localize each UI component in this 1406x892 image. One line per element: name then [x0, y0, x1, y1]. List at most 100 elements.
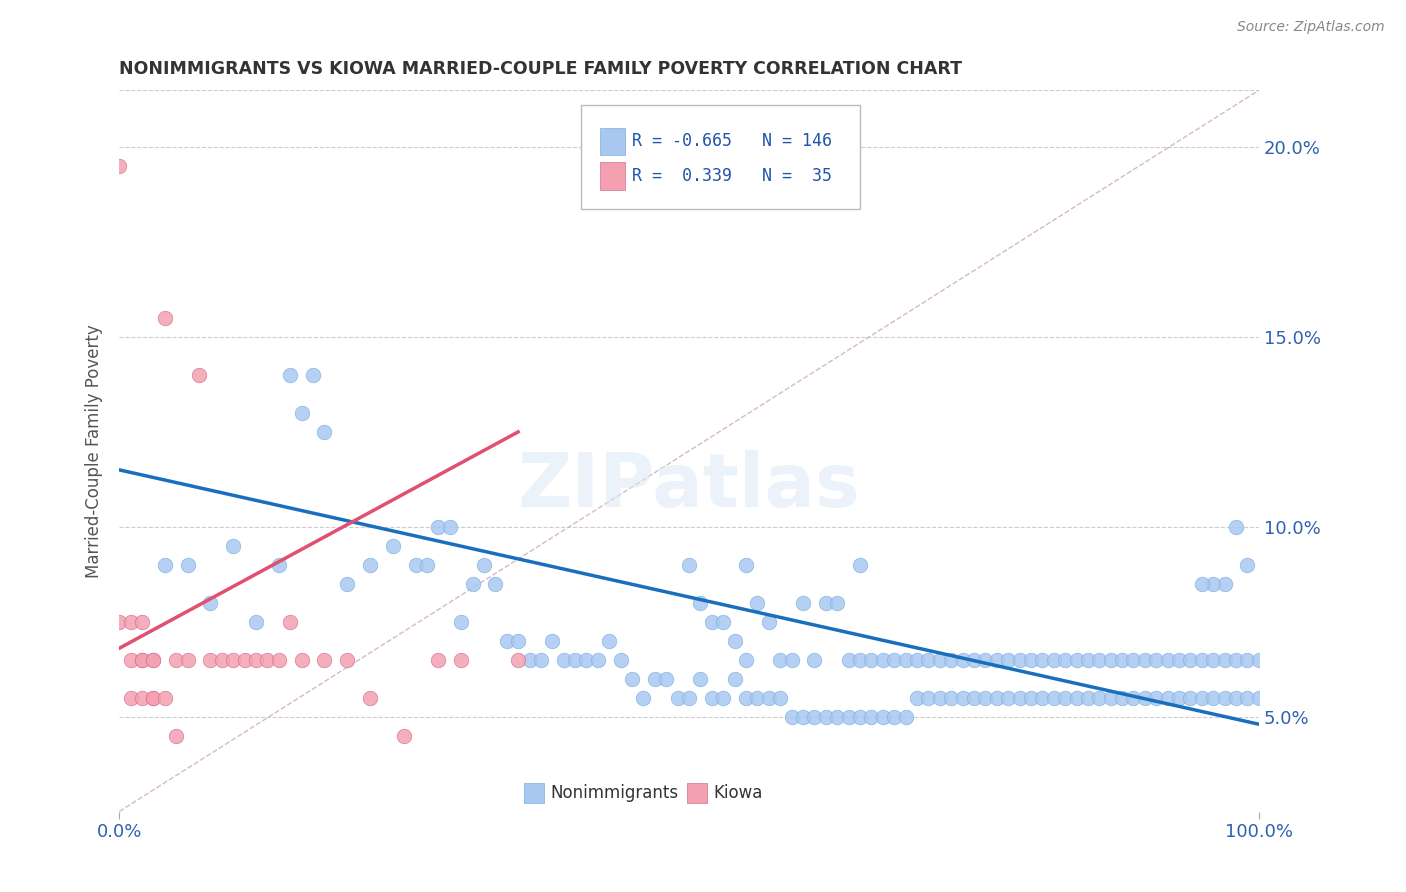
Point: [1133, 690, 1156, 705]
Point: [1042, 653, 1064, 667]
Point: [1156, 690, 1178, 705]
Text: NONIMMIGRANTS VS KIOWA MARRIED-COUPLE FAMILY POVERTY CORRELATION CHART: NONIMMIGRANTS VS KIOWA MARRIED-COUPLE FA…: [120, 60, 962, 78]
Point: [1099, 690, 1122, 705]
Point: [724, 672, 747, 686]
Point: [1031, 653, 1053, 667]
Point: [825, 596, 848, 610]
Point: [120, 653, 142, 667]
Point: [245, 615, 267, 629]
Point: [974, 653, 997, 667]
Point: [905, 690, 928, 705]
Point: [1168, 690, 1191, 705]
Point: [153, 690, 176, 705]
Point: [541, 633, 564, 648]
Point: [735, 690, 758, 705]
Point: [508, 633, 530, 648]
Point: [905, 653, 928, 667]
Point: [1202, 576, 1225, 591]
Point: [530, 653, 553, 667]
Point: [1156, 653, 1178, 667]
Point: [1236, 690, 1258, 705]
Point: [519, 653, 541, 667]
Bar: [524, 782, 544, 803]
Point: [1236, 558, 1258, 572]
Point: [484, 576, 506, 591]
Point: [1144, 690, 1167, 705]
Point: [200, 596, 222, 610]
Point: [233, 653, 256, 667]
Point: [792, 596, 814, 610]
Point: [917, 690, 939, 705]
Point: [291, 406, 314, 420]
Point: [780, 653, 803, 667]
Point: [336, 653, 359, 667]
Point: [1213, 690, 1236, 705]
Text: Nonimmigrants: Nonimmigrants: [550, 784, 678, 802]
Point: [427, 520, 450, 534]
Point: [142, 690, 165, 705]
Point: [711, 690, 734, 705]
Point: [1225, 690, 1247, 705]
Point: [211, 653, 233, 667]
Bar: [686, 782, 707, 803]
Point: [621, 672, 644, 686]
Point: [575, 653, 598, 667]
FancyBboxPatch shape: [581, 104, 860, 210]
Point: [142, 653, 165, 667]
Text: R =  0.339   N =  35: R = 0.339 N = 35: [633, 167, 832, 186]
Point: [894, 653, 917, 667]
Point: [689, 672, 711, 686]
Point: [633, 690, 655, 705]
Point: [644, 672, 666, 686]
Point: [1213, 576, 1236, 591]
Point: [1111, 653, 1133, 667]
Point: [1225, 653, 1247, 667]
Point: [1180, 653, 1202, 667]
Point: [974, 690, 997, 705]
Point: [142, 653, 165, 667]
Point: [860, 709, 883, 723]
Point: [678, 558, 700, 572]
Point: [747, 690, 769, 705]
Point: [986, 653, 1008, 667]
Point: [758, 690, 780, 705]
Point: [678, 690, 700, 705]
Point: [1077, 690, 1099, 705]
Point: [997, 690, 1019, 705]
Point: [939, 690, 962, 705]
Point: [314, 653, 336, 667]
Point: [598, 633, 620, 648]
Point: [1122, 690, 1144, 705]
Point: [131, 690, 153, 705]
Point: [838, 653, 860, 667]
Point: [1066, 653, 1088, 667]
Point: [883, 653, 905, 667]
Point: [1054, 653, 1077, 667]
Text: R = -0.665   N = 146: R = -0.665 N = 146: [633, 133, 832, 151]
Point: [700, 690, 723, 705]
Point: [267, 558, 290, 572]
Point: [1191, 653, 1213, 667]
Point: [1247, 690, 1270, 705]
Point: [997, 653, 1019, 667]
Point: [814, 596, 837, 610]
Point: [780, 709, 803, 723]
Point: [1066, 690, 1088, 705]
Point: [222, 653, 245, 667]
Point: [1202, 690, 1225, 705]
Point: [176, 653, 198, 667]
Point: [153, 311, 176, 326]
Point: [609, 653, 631, 667]
Point: [278, 368, 301, 382]
Point: [200, 653, 222, 667]
Point: [803, 709, 825, 723]
Text: ZIPatlas: ZIPatlas: [517, 450, 860, 524]
Point: [553, 653, 575, 667]
Point: [1077, 653, 1099, 667]
Point: [986, 690, 1008, 705]
Point: [849, 709, 872, 723]
Point: [495, 633, 517, 648]
Point: [711, 615, 734, 629]
Point: [928, 690, 950, 705]
Point: [724, 633, 747, 648]
